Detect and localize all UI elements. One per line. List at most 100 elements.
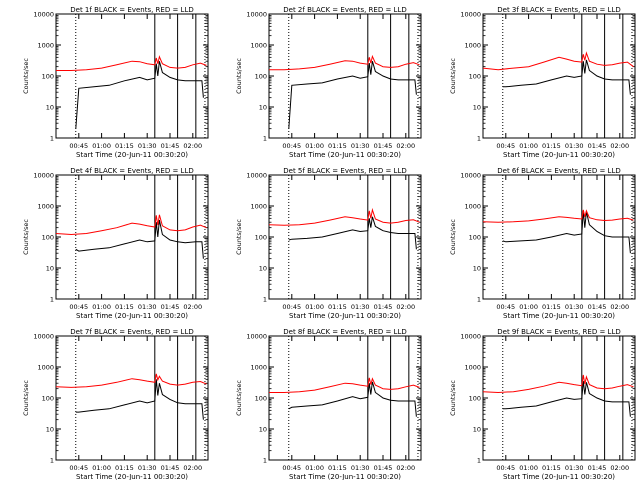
x-tick-label: 01:45 xyxy=(588,303,607,311)
plot-frame xyxy=(482,13,636,139)
x-axis-label: Start Time (20-Jun-11 00:30:20) xyxy=(503,473,615,480)
y-tick-label: 1 xyxy=(263,457,267,465)
x-tick-label: 02:00 xyxy=(610,303,629,311)
y-tick-label: 10 xyxy=(473,426,481,434)
x-axis-label: Start Time (20-Jun-11 00:30:20) xyxy=(76,312,188,320)
x-tick-label: 01:00 xyxy=(519,142,538,150)
y-tick-label: 10000 xyxy=(246,333,267,341)
y-tick-label: 1000 xyxy=(37,203,54,211)
y-tick-label: 100 xyxy=(255,234,267,242)
x-tick-label: 01:30 xyxy=(351,464,370,472)
y-axis-label: Counts/sec xyxy=(449,380,457,416)
detector-panel-8: Det 8f BLACK = Events, RED = LLD Counts/s… xyxy=(235,328,422,480)
detector-panel-6: Det 6f BLACK = Events, RED = LLD Counts/s… xyxy=(449,167,636,320)
y-axis-label: Counts/sec xyxy=(235,58,243,94)
events-series-line xyxy=(288,216,417,250)
y-tick-label: 1000 xyxy=(250,42,267,50)
x-axis-label: Start Time (20-Jun-11 00:30:20) xyxy=(289,473,401,480)
x-tick-label: 01:15 xyxy=(542,464,561,472)
panel-title: Det 8f BLACK = Events, RED = LLD xyxy=(283,328,406,336)
x-tick-label: 00:45 xyxy=(282,464,301,472)
x-tick-label: 01:15 xyxy=(542,303,561,311)
y-tick-label: 1 xyxy=(477,457,481,465)
y-tick-label: 10000 xyxy=(33,333,54,341)
x-tick-label: 01:45 xyxy=(161,464,180,472)
y-tick-label: 10 xyxy=(46,426,54,434)
detector-panel-9: Det 9f BLACK = Events, RED = LLD Counts/s… xyxy=(449,328,636,480)
lld-series-line xyxy=(482,209,634,223)
y-tick-label: 1 xyxy=(50,296,54,304)
events-series-line xyxy=(288,381,417,417)
lld-series-line xyxy=(56,55,207,71)
x-tick-label: 01:45 xyxy=(374,464,393,472)
x-tick-label: 00:45 xyxy=(69,303,88,311)
x-tick-label: 02:00 xyxy=(183,142,202,150)
x-tick-label: 01:00 xyxy=(519,464,538,472)
detector-panel-5: Det 5f BLACK = Events, RED = LLD Counts/s… xyxy=(235,167,422,320)
detector-panel-4: Det 4f BLACK = Events, RED = LLD Counts/s… xyxy=(22,167,209,320)
x-tick-label: 01:00 xyxy=(305,303,324,311)
y-tick-label: 1 xyxy=(477,296,481,304)
x-tick-label: 00:45 xyxy=(496,303,515,311)
x-tick-label: 01:30 xyxy=(138,303,157,311)
x-tick-label: 00:45 xyxy=(496,142,515,150)
detector-panel-3: Det 3f BLACK = Events, RED = LLD Counts/s… xyxy=(449,6,636,159)
detector-panel-2: Det 2f BLACK = Events, RED = LLD Counts/s… xyxy=(235,6,422,159)
y-tick-label: 100 xyxy=(469,73,481,81)
y-tick-label: 1 xyxy=(263,135,267,143)
y-tick-label: 100 xyxy=(469,395,481,403)
y-tick-label: 10000 xyxy=(246,11,267,19)
y-tick-label: 10 xyxy=(473,265,481,273)
y-tick-label: 100 xyxy=(42,395,54,403)
x-tick-label: 01:00 xyxy=(305,464,324,472)
detector-panel-7: Det 7f BLACK = Events, RED = LLD Counts/s… xyxy=(22,328,209,480)
y-axis-label: Counts/sec xyxy=(449,58,457,94)
plot-frame xyxy=(268,174,422,300)
x-tick-label: 02:00 xyxy=(610,142,629,150)
events-series-line xyxy=(75,219,204,259)
x-tick-label: 00:45 xyxy=(69,142,88,150)
panel-title: Det 2f BLACK = Events, RED = LLD xyxy=(283,6,406,14)
y-tick-label: 10 xyxy=(46,104,54,112)
x-tick-label: 00:45 xyxy=(282,142,301,150)
x-tick-label: 01:15 xyxy=(115,303,134,311)
lld-series-line xyxy=(482,51,634,71)
lld-series-line xyxy=(55,214,207,236)
x-tick-label: 02:00 xyxy=(610,464,629,472)
x-axis-label: Start Time (20-Jun-11 00:30:20) xyxy=(503,312,615,320)
x-tick-label: 01:15 xyxy=(115,464,134,472)
detector-panel-1: Det 1f BLACK = Events, RED = LLD Counts/s… xyxy=(22,6,209,159)
x-tick-label: 01:45 xyxy=(161,303,180,311)
y-tick-label: 100 xyxy=(255,73,267,81)
x-tick-label: 01:00 xyxy=(92,464,111,472)
x-tick-label: 01:30 xyxy=(351,142,370,150)
plot-frame xyxy=(268,335,422,461)
panel-title: Det 4f BLACK = Events, RED = LLD xyxy=(70,167,193,175)
y-axis-label: Counts/sec xyxy=(235,380,243,416)
panel-title: Det 9f BLACK = Events, RED = LLD xyxy=(497,328,620,336)
x-tick-label: 01:30 xyxy=(565,464,584,472)
x-tick-label: 01:45 xyxy=(588,142,607,150)
y-tick-label: 100 xyxy=(42,234,54,242)
x-tick-label: 00:45 xyxy=(282,303,301,311)
x-tick-label: 01:30 xyxy=(138,142,157,150)
x-tick-label: 01:15 xyxy=(115,142,134,150)
y-tick-label: 10 xyxy=(259,265,267,273)
x-tick-label: 02:00 xyxy=(396,303,415,311)
x-tick-label: 01:45 xyxy=(588,464,607,472)
events-series-line xyxy=(75,379,204,420)
panel-title: Det 5f BLACK = Events, RED = LLD xyxy=(283,167,406,175)
lld-series-line xyxy=(482,374,634,394)
y-tick-label: 1000 xyxy=(250,364,267,372)
x-axis-label: Start Time (20-Jun-11 00:30:20) xyxy=(289,151,401,159)
y-tick-label: 10 xyxy=(259,426,267,434)
y-axis-label: Counts/sec xyxy=(22,219,30,255)
y-tick-label: 10000 xyxy=(33,172,54,180)
panel-title: Det 3f BLACK = Events, RED = LLD xyxy=(497,6,620,14)
y-tick-label: 1 xyxy=(263,296,267,304)
x-axis-label: Start Time (20-Jun-11 00:30:20) xyxy=(76,151,188,159)
x-tick-label: 01:15 xyxy=(542,142,561,150)
plot-frame xyxy=(482,335,636,461)
y-tick-label: 1000 xyxy=(250,203,267,211)
